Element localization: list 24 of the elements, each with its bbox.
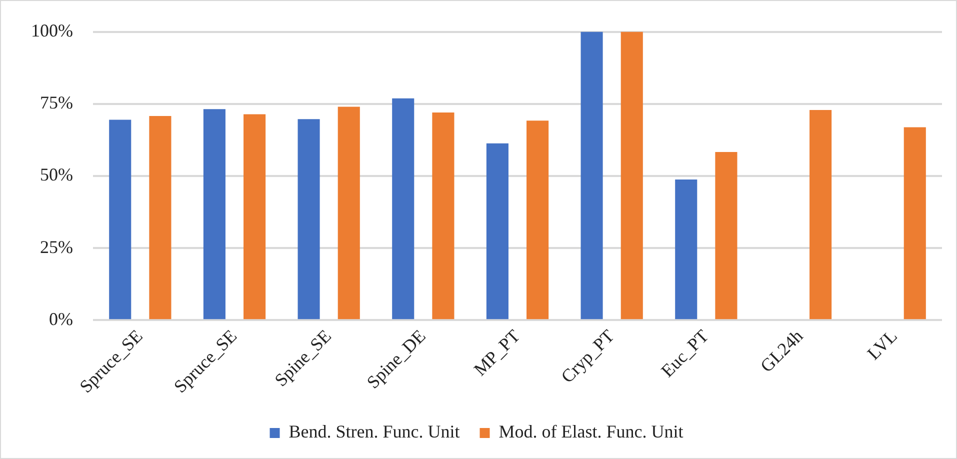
bar bbox=[244, 114, 266, 320]
y-tick-label: 0% bbox=[48, 308, 73, 329]
y-tick-label: 50% bbox=[40, 164, 73, 185]
bar bbox=[810, 110, 832, 320]
y-tick-label: 75% bbox=[40, 92, 73, 113]
bar bbox=[675, 179, 698, 320]
bar bbox=[620, 32, 643, 320]
legend-label: Bend. Stren. Func. Unit bbox=[288, 422, 460, 442]
bar bbox=[904, 127, 926, 320]
bar bbox=[580, 32, 603, 320]
y-tick-label: 100% bbox=[30, 20, 73, 41]
bar bbox=[392, 98, 414, 320]
bar bbox=[715, 152, 738, 320]
bar bbox=[298, 119, 320, 320]
bar bbox=[203, 109, 226, 320]
bar bbox=[109, 120, 132, 320]
legend-label: Mod. of Elast. Func. Unit bbox=[498, 422, 684, 442]
bar bbox=[486, 143, 508, 320]
x-tick-label: LVL bbox=[863, 326, 902, 364]
bar bbox=[338, 106, 360, 320]
bar bbox=[149, 116, 172, 320]
bar bbox=[526, 120, 549, 320]
bar bbox=[432, 112, 454, 320]
y-tick-label: 25% bbox=[40, 236, 73, 257]
